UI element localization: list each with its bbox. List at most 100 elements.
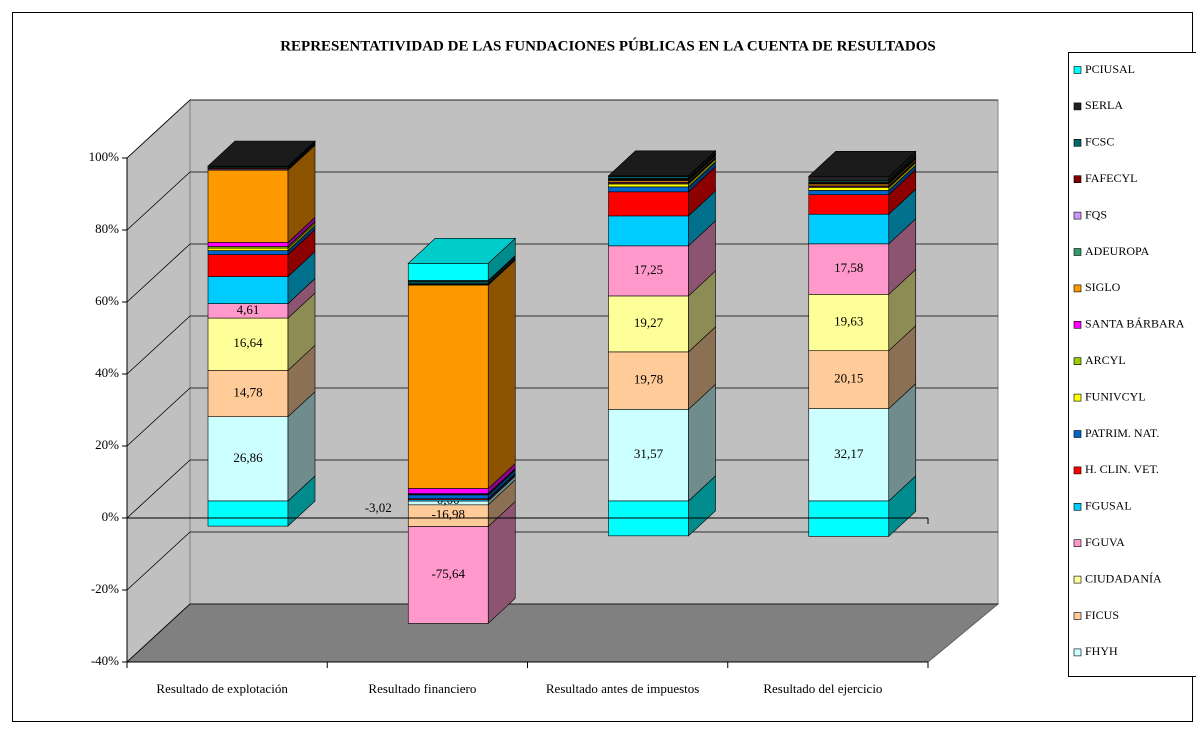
y-tick-label: -20% [91,581,119,596]
legend-label: SIGLO [1085,280,1121,294]
value-label: 32,17 [834,446,864,461]
legend-label: SANTA BÁRBARA [1085,317,1185,331]
chart-title: REPRESENTATIVIDAD DE LAS FUNDACIONES PÚB… [280,37,936,54]
legend-label: H. CLIN. VET. [1085,462,1159,476]
legend-box [1068,52,1196,677]
bar-segment [808,213,890,245]
bar-segment [207,500,289,527]
value-label: 17,58 [834,260,863,275]
bar-segment [207,250,289,255]
bar-segment [808,408,890,502]
legend-swatch [1073,539,1082,548]
bar-segment [407,488,489,494]
legend-swatch [1073,357,1082,366]
bar-segment [808,500,890,537]
bar-top [407,238,517,264]
legend-swatch [1073,139,1082,147]
grid-line [126,603,998,663]
legend-swatch [1073,175,1082,183]
bar-segment [808,176,890,181]
y-tick-label: 100% [89,149,120,164]
x-tick-label: Resultado financiero [368,681,476,696]
y-tick-label: -40% [91,653,119,668]
bar-segment [407,263,489,281]
value-label: 14,78 [233,384,262,399]
bar-segment [207,247,289,251]
y-tick-label: 60% [95,293,119,308]
bar-top [207,140,316,167]
legend-label: SERLA [1085,98,1123,112]
bar-side [487,259,516,490]
y-tick-label: 0% [102,509,120,524]
legend-label: FHYH [1085,644,1118,658]
legend-swatch [1073,393,1082,402]
bar-top [607,150,717,177]
bar-segment [207,242,289,247]
value-label: -3,02 [365,500,392,515]
bar-segment [808,294,890,352]
bar-segment [207,317,289,371]
bar-segment [608,245,689,297]
legend-label: FUNIVCYL [1085,389,1146,403]
legend-swatch [1073,284,1082,293]
value-label: 19,27 [634,315,664,330]
value-label: -16,98 [431,507,465,522]
bar-segment [207,276,289,304]
legend-swatch [1073,648,1082,657]
legend-label: FCSC [1085,135,1114,149]
bar-segment [608,191,689,217]
grid-line [126,243,998,303]
legend-label: CIUDADANÍA [1085,571,1162,585]
value-label: -75,64 [431,566,465,581]
x-tick-label: Resultado del ejercicio [763,681,882,696]
floor [125,603,1000,663]
legend-swatch [1073,320,1082,329]
y-tick-label: 40% [95,365,119,380]
value-label: 16,64 [233,335,263,350]
legend-label: ARCYL [1085,353,1126,367]
legend-swatch [1073,430,1082,438]
value-label: 20,15 [834,371,863,386]
grid-line [126,171,998,231]
legend-label: FGUSAL [1085,499,1132,513]
legend-label: ADEUROPA [1085,244,1150,258]
bar-segment [407,526,489,624]
bar-segment [407,494,489,499]
bar-segment [608,183,689,188]
legend-swatch [1073,66,1082,74]
bar-segment [808,194,890,215]
grid-line [126,459,998,519]
value-label: 4,61 [237,302,260,317]
bar-segment [608,215,689,247]
y-tick-label: 80% [95,221,119,236]
legend-swatch [1073,466,1082,475]
bar-segment [608,186,689,193]
grid-line [126,315,998,375]
legend-swatch [1073,612,1082,620]
bar-segment [808,190,890,196]
bar-segment [808,187,890,191]
x-tick-label: Resultado de explotación [156,681,288,696]
legend-label: FQS [1085,207,1107,221]
bar-side [688,475,716,537]
value-label: 17,25 [634,262,663,277]
legend-label: PCIUSAL [1085,62,1135,76]
bar-top [807,151,917,177]
legend-swatch [1073,248,1082,256]
grid-line [126,99,998,159]
bar-segment [207,254,289,277]
bar-side [487,500,516,625]
legend-swatch [1073,575,1082,584]
legend-label: PATRIM. NAT. [1085,426,1159,440]
value-label: 31,57 [634,446,664,461]
grid-line [126,531,998,591]
value-label: 19,78 [634,372,663,387]
legend-label: FAFECYL [1085,171,1137,185]
bar-segment [407,284,489,489]
value-label: 19,63 [834,314,863,329]
x-tick-label: Resultado antes de impuestos [546,681,699,696]
legend-swatch [1073,211,1082,220]
bar-segment [608,409,689,502]
bar-segment [608,295,689,353]
